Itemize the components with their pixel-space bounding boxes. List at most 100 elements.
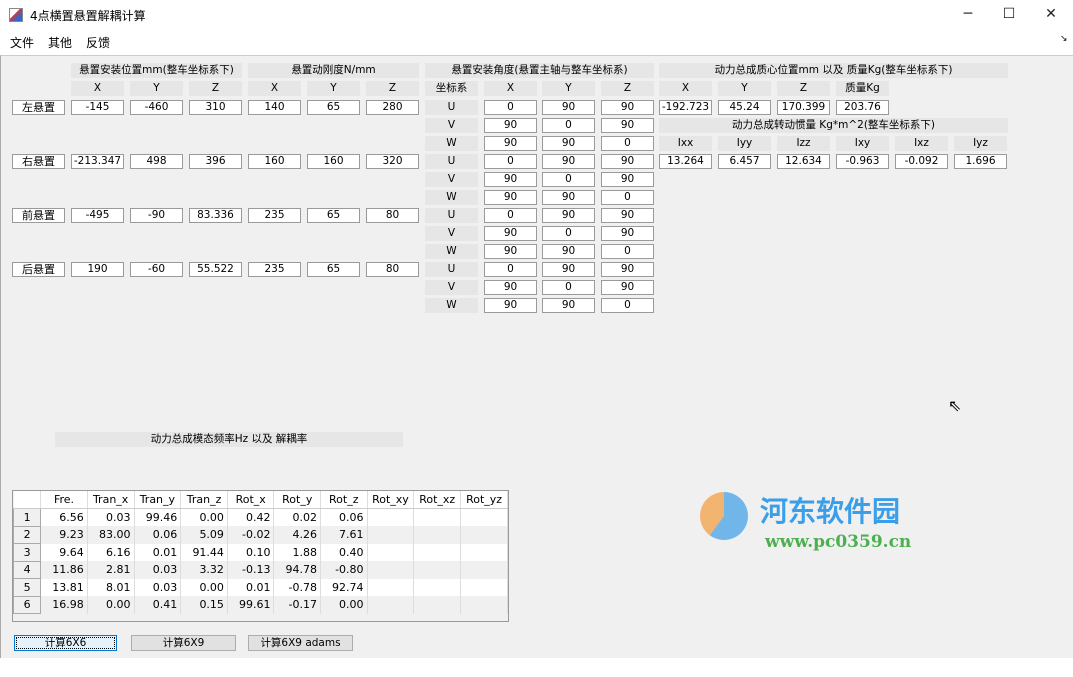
menu-feedback[interactable]: 反馈 [86,36,111,50]
angle-input[interactable]: 0 [484,208,537,223]
inertia-input[interactable]: 13.264 [659,154,712,169]
row-header[interactable]: 3 [12,543,42,562]
table-cell[interactable]: 5.09 [180,526,228,544]
row-header[interactable]: 4 [12,560,42,579]
table-cell[interactable]: 91.44 [180,543,228,561]
table-cell[interactable]: 0.00 [180,508,228,526]
calc-6x9-button[interactable]: 计算6X9 [131,635,236,651]
table-cell[interactable]: 2.81 [87,561,135,579]
table-cell[interactable] [413,543,462,561]
table-cell[interactable]: -0.78 [273,578,321,596]
row-header[interactable]: 2 [12,525,42,544]
inertia-input[interactable]: -0.092 [895,154,948,169]
position-input[interactable]: -460 [130,100,183,115]
mass-input[interactable]: 203.76 [836,100,889,115]
table-cell[interactable]: 3.32 [180,561,228,579]
angle-input[interactable]: 90 [601,280,654,295]
position-input[interactable]: 310 [189,100,242,115]
table-cell[interactable]: 99.46 [134,508,182,526]
modal-table[interactable]: Fre. Tran_x Tran_y Tran_z Rot_x Rot_y Rot_z Rot… [12,490,509,622]
inertia-input[interactable]: 1.696 [954,154,1007,169]
table-cell[interactable]: 16.98 [40,596,88,614]
table-cell[interactable]: 94.78 [273,561,321,579]
inertia-input[interactable]: 12.634 [777,154,830,169]
angle-input[interactable]: 90 [484,298,537,313]
table-cell[interactable]: -0.13 [227,561,275,579]
stiffness-input[interactable]: 65 [307,100,360,115]
table-cell[interactable]: -0.02 [227,526,275,544]
table-cell[interactable] [413,561,462,579]
mass-input[interactable]: 45.24 [718,100,771,115]
stiffness-input[interactable]: 80 [366,262,419,277]
table-cell[interactable]: 11.86 [40,561,88,579]
angle-input[interactable]: 90 [484,118,537,133]
column-header[interactable]: Rot_x [227,491,275,509]
table-row[interactable]: 3 9.64 6.16 0.01 91.44 0.10 1.88 0.40 [12,543,508,562]
minimize-button[interactable]: ─ [963,6,973,22]
table-cell[interactable] [460,526,508,544]
angle-input[interactable]: 0 [601,298,654,313]
table-cell[interactable]: 0.40 [320,543,368,561]
table-cell[interactable]: 92.74 [320,578,368,596]
stiffness-input[interactable]: 140 [248,100,301,115]
table-cell[interactable]: 0.06 [320,508,368,526]
column-header[interactable]: Rot_yz [460,491,508,509]
menu-file[interactable]: 文件 [10,36,35,50]
angle-input[interactable]: 90 [484,280,537,295]
table-cell[interactable] [367,526,415,544]
stiffness-input[interactable]: 65 [307,208,360,223]
calc-6x6-button[interactable]: 计算6X6 [14,635,117,651]
stiffness-input[interactable]: 80 [366,208,419,223]
table-cell[interactable] [460,578,508,596]
angle-input[interactable]: 90 [601,154,654,169]
angle-input[interactable]: 0 [542,118,595,133]
table-cell[interactable] [367,596,415,614]
column-header[interactable]: Rot_xz [413,491,462,509]
angle-input[interactable]: 90 [484,136,537,151]
stiffness-input[interactable]: 280 [366,100,419,115]
table-cell[interactable]: 7.61 [320,526,368,544]
table-cell[interactable]: 83.00 [87,526,135,544]
position-input[interactable]: 498 [130,154,183,169]
angle-input[interactable]: 90 [484,226,537,241]
angle-input[interactable]: 0 [542,280,595,295]
table-cell[interactable]: 0.15 [180,596,228,614]
angle-input[interactable]: 90 [542,136,595,151]
table-row[interactable]: 2 9.23 83.00 0.06 5.09 -0.02 4.26 7.61 [12,525,508,544]
stiffness-input[interactable]: 160 [307,154,360,169]
column-header[interactable]: Fre. [40,491,88,509]
angle-input[interactable]: 90 [601,172,654,187]
table-cell[interactable]: 0.03 [134,578,182,596]
stiffness-input[interactable]: 235 [248,262,301,277]
angle-input[interactable]: 0 [484,262,537,277]
inertia-input[interactable]: -0.963 [836,154,889,169]
column-header[interactable]: Tran_y [134,491,182,509]
row-header[interactable]: 5 [12,578,42,597]
position-input[interactable]: -60 [130,262,183,277]
position-input[interactable]: -495 [71,208,124,223]
angle-input[interactable]: 0 [542,226,595,241]
table-cell[interactable]: 4.26 [273,526,321,544]
table-cell[interactable] [413,508,462,526]
table-cell[interactable]: 9.23 [40,526,88,544]
table-cell[interactable] [460,596,508,614]
table-cell[interactable]: 0.42 [227,508,275,526]
angle-input[interactable]: 90 [601,100,654,115]
angle-input[interactable]: 90 [601,226,654,241]
table-cell[interactable]: 0.03 [134,561,182,579]
angle-input[interactable]: 90 [542,190,595,205]
table-cell[interactable]: 0.06 [134,526,182,544]
angle-input[interactable]: 90 [601,118,654,133]
table-cell[interactable]: 0.00 [180,578,228,596]
position-input[interactable]: 55.522 [189,262,242,277]
maximize-button[interactable]: ☐ [1002,6,1016,22]
table-cell[interactable] [367,561,415,579]
table-cell[interactable]: 9.64 [40,543,88,561]
column-header[interactable]: Rot_xy [367,491,415,509]
table-cell[interactable]: 6.16 [87,543,135,561]
table-cell[interactable]: 0.01 [134,543,182,561]
angle-input[interactable]: 0 [601,190,654,205]
table-cell[interactable]: -0.17 [273,596,321,614]
table-cell[interactable] [413,596,462,614]
angle-input[interactable]: 90 [601,208,654,223]
